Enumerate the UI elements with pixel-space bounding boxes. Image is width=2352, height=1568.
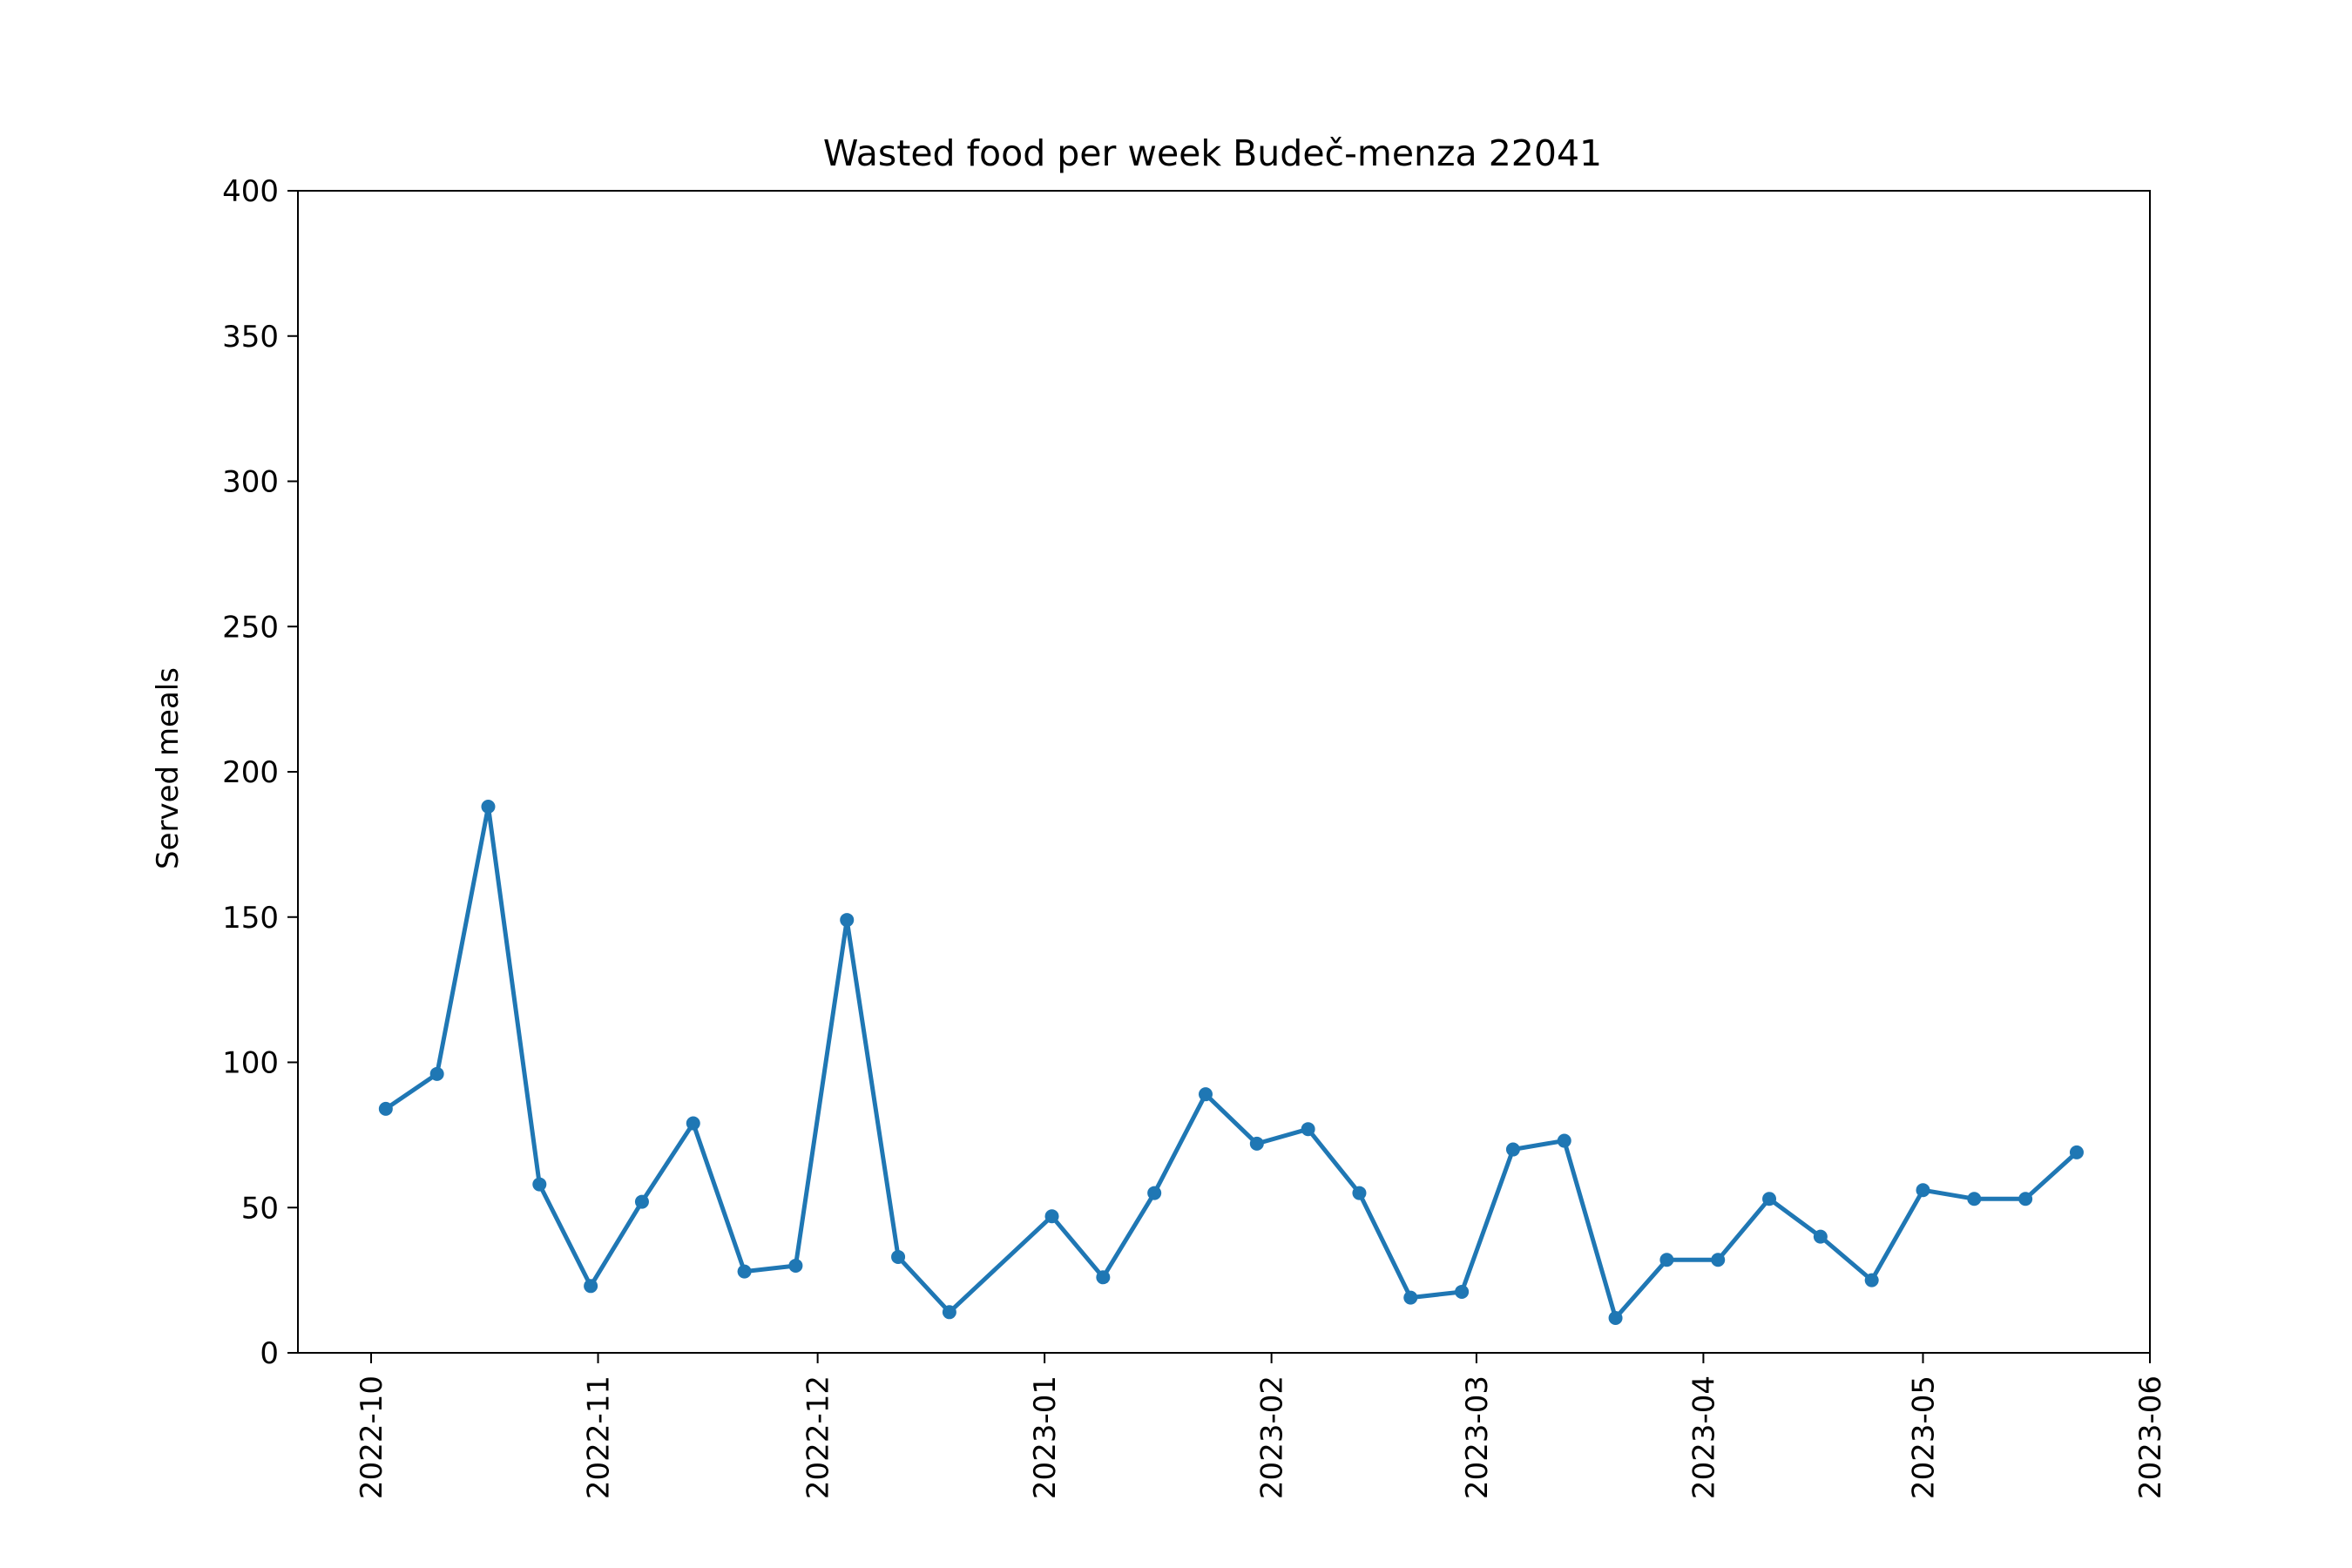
plot-frame <box>297 190 2151 1354</box>
x-tick-label: 2023-01 <box>1028 1375 1063 1499</box>
y-axis-label: Served meals <box>151 667 186 869</box>
x-tick-label: 2023-03 <box>1460 1375 1495 1499</box>
plot-area <box>297 190 2151 1354</box>
data-point <box>1147 1186 1162 1200</box>
data-point <box>1505 1142 1520 1157</box>
data-point <box>2069 1145 2084 1159</box>
data-point <box>686 1116 700 1131</box>
y-tick-label: 150 <box>222 901 279 936</box>
data-point <box>1096 1270 1111 1285</box>
y-tick-label: 400 <box>222 174 279 209</box>
data-point <box>942 1305 956 1320</box>
data-point <box>1352 1186 1367 1200</box>
x-tick-label: 2022-12 <box>801 1375 836 1499</box>
data-point <box>891 1249 906 1264</box>
y-tick-label: 200 <box>222 755 279 790</box>
x-axis: 2022-10 2022-11 2022-12 2023-01 2023-02 2023-… <box>355 1353 2168 1499</box>
data-point <box>532 1177 547 1192</box>
x-tick-label: 2023-02 <box>1255 1375 1290 1499</box>
data-point <box>1557 1133 1571 1148</box>
data-point <box>1044 1209 1059 1224</box>
data-point <box>584 1279 598 1294</box>
data-point <box>840 913 855 928</box>
y-tick-label: 250 <box>222 610 279 645</box>
data-point <box>481 800 496 814</box>
data-point <box>737 1264 752 1279</box>
data-point <box>634 1194 649 1209</box>
x-tick-label: 2022-10 <box>355 1375 389 1499</box>
y-tick-label: 0 <box>260 1336 279 1371</box>
data-point <box>1455 1284 1470 1299</box>
data-point <box>1916 1183 1930 1198</box>
data-point <box>1249 1136 1264 1151</box>
x-tick-label: 2023-05 <box>1907 1375 1942 1499</box>
y-tick-label: 100 <box>222 1046 279 1081</box>
data-point <box>2018 1192 2033 1206</box>
x-tick-label: 2023-04 <box>1686 1375 1721 1499</box>
data-point <box>378 1101 393 1116</box>
data-point <box>1301 1122 1315 1137</box>
y-tick-label: 350 <box>222 320 279 355</box>
data-point <box>1864 1273 1879 1288</box>
data-point <box>788 1258 803 1273</box>
data-point <box>1813 1229 1828 1244</box>
data-point <box>1403 1290 1418 1305</box>
series-layer <box>378 800 2084 1325</box>
data-point <box>1711 1253 1726 1267</box>
chart-title: Wasted food per week Budeč-menza 22041 <box>823 132 1602 174</box>
data-point <box>429 1066 444 1081</box>
y-axis: 0 50 100 150 200 250 300 350 400 <box>222 174 298 1371</box>
data-point <box>1659 1253 1674 1267</box>
y-tick-label: 300 <box>222 465 279 500</box>
x-tick-label: 2022-11 <box>582 1375 617 1499</box>
data-point <box>1198 1087 1213 1102</box>
data-point <box>1762 1192 1777 1206</box>
x-tick-label: 2023-06 <box>2133 1375 2168 1499</box>
y-tick-label: 50 <box>241 1191 279 1226</box>
data-point <box>1608 1310 1623 1325</box>
data-point <box>1967 1192 1982 1206</box>
